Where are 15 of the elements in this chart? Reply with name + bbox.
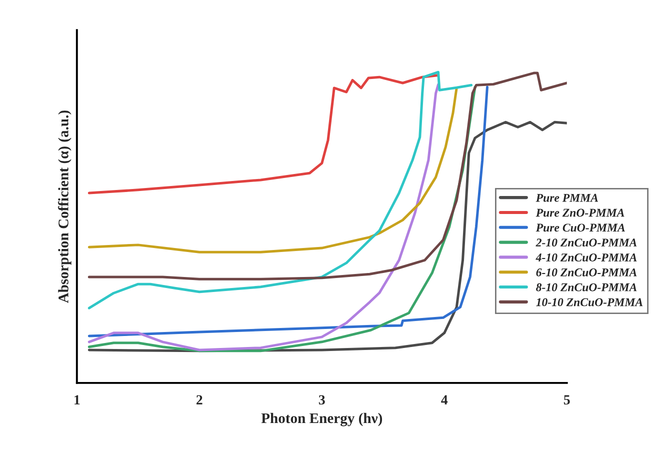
x-tick-label: 3 [318, 395, 325, 405]
x-tick-label: 1 [74, 395, 80, 404]
legend-label: 10-10 ZnCuO-PMMA [536, 298, 643, 306]
legend-label: Pure CuO-PMMA [536, 224, 625, 232]
x-axis-title: Photon Energy (hν) [261, 412, 382, 426]
legend-label: 6-10 ZnCuO-PMMA [536, 268, 637, 276]
x-tick-label: 5 [564, 395, 570, 405]
legend-label: 8-10 ZnCuO-PMMA [536, 283, 637, 292]
x-tick-label: 2 [196, 395, 202, 404]
legend-label: 2-10 ZnCuO-PMMA [536, 238, 637, 247]
legend-label: Pure ZnO-PMMA [536, 208, 624, 217]
x-tick-label: 4 [441, 395, 448, 404]
y-axis-title: Absorption Cofficient (α) (a.u.) [58, 110, 72, 304]
legend-label: 4-10 ZnCuO-PMMA [536, 253, 637, 262]
legend-label: Pure PMMA [536, 194, 598, 202]
